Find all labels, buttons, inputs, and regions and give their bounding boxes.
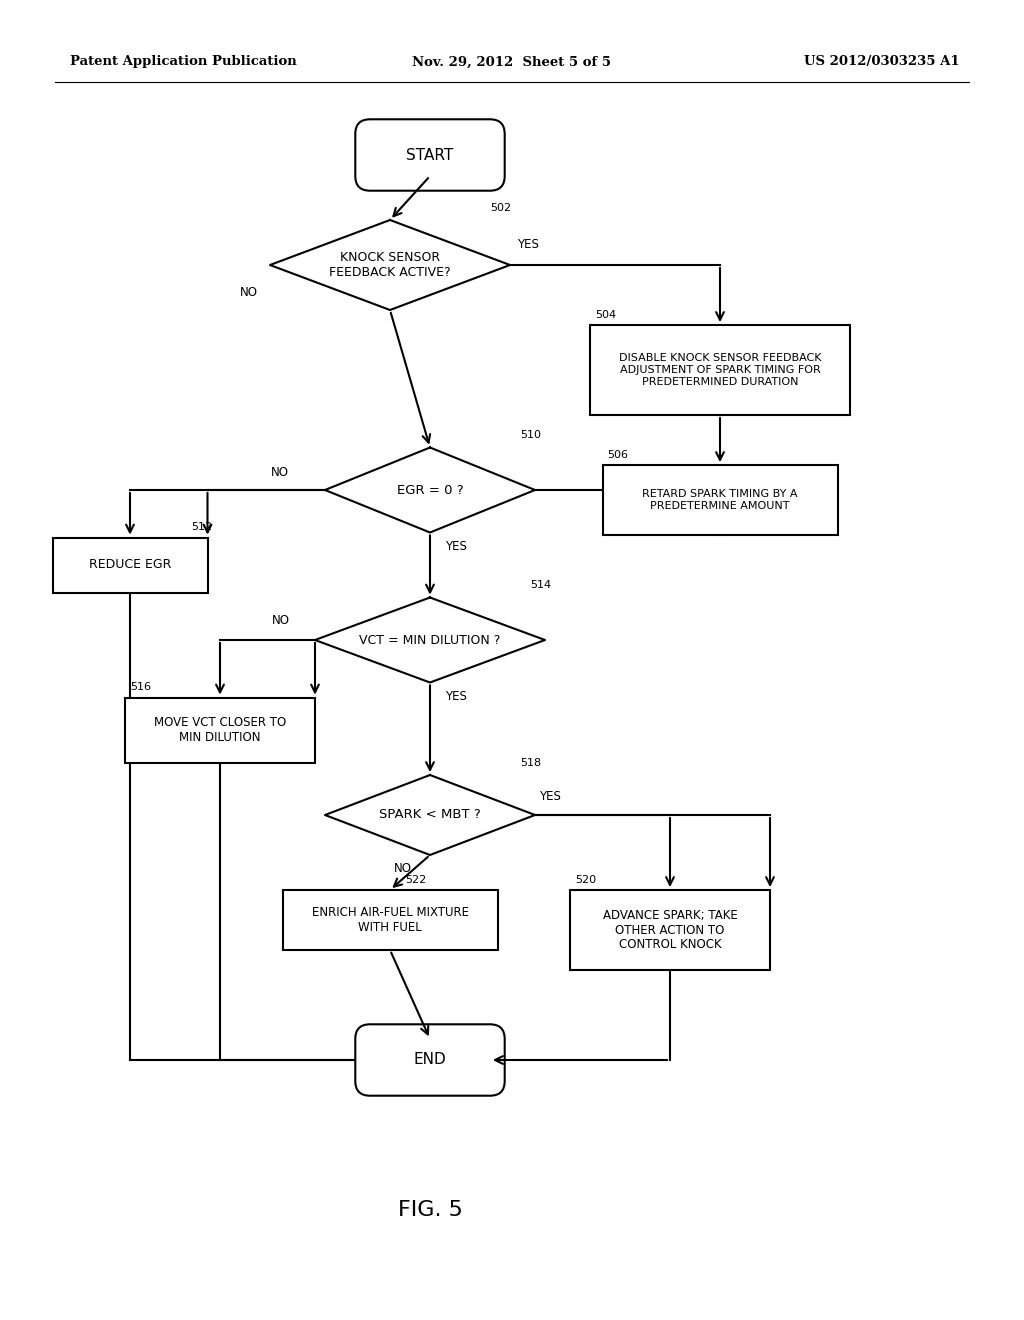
Text: 504: 504 — [595, 310, 616, 319]
Text: NO: NO — [394, 862, 412, 875]
Text: ENRICH AIR-FUEL MIXTURE
WITH FUEL: ENRICH AIR-FUEL MIXTURE WITH FUEL — [311, 906, 469, 935]
Text: YES: YES — [445, 540, 467, 553]
Text: Patent Application Publication: Patent Application Publication — [70, 55, 297, 69]
Bar — [283, 890, 498, 950]
Text: 510: 510 — [520, 430, 541, 441]
Text: 516: 516 — [130, 682, 151, 693]
Text: VCT = MIN DILUTION ?: VCT = MIN DILUTION ? — [359, 634, 501, 647]
Text: NO: NO — [271, 466, 289, 479]
Text: Nov. 29, 2012  Sheet 5 of 5: Nov. 29, 2012 Sheet 5 of 5 — [413, 55, 611, 69]
Polygon shape — [270, 220, 510, 310]
Text: START: START — [407, 148, 454, 162]
Polygon shape — [325, 447, 535, 532]
Text: YES: YES — [539, 791, 561, 804]
FancyBboxPatch shape — [355, 119, 505, 190]
Text: 522: 522 — [406, 875, 426, 884]
Text: YES: YES — [517, 239, 539, 252]
Text: FIG. 5: FIG. 5 — [397, 1200, 463, 1220]
Text: 512: 512 — [191, 523, 213, 532]
Bar — [602, 465, 838, 535]
Text: 514: 514 — [530, 581, 551, 590]
FancyBboxPatch shape — [355, 1024, 505, 1096]
Bar — [125, 697, 315, 763]
Text: 518: 518 — [520, 758, 541, 768]
Text: DISABLE KNOCK SENSOR FEEDBACK
ADJUSTMENT OF SPARK TIMING FOR
PREDETERMINED DURAT: DISABLE KNOCK SENSOR FEEDBACK ADJUSTMENT… — [618, 354, 821, 387]
Text: MOVE VCT CLOSER TO
MIN DILUTION: MOVE VCT CLOSER TO MIN DILUTION — [154, 715, 286, 744]
Text: ADVANCE SPARK; TAKE
OTHER ACTION TO
CONTROL KNOCK: ADVANCE SPARK; TAKE OTHER ACTION TO CONT… — [603, 908, 737, 952]
Bar — [570, 890, 770, 970]
Text: KNOCK SENSOR
FEEDBACK ACTIVE?: KNOCK SENSOR FEEDBACK ACTIVE? — [329, 251, 451, 279]
Text: NO: NO — [240, 286, 258, 300]
Text: REDUCE EGR: REDUCE EGR — [89, 558, 171, 572]
Polygon shape — [315, 598, 545, 682]
Text: NO: NO — [272, 614, 290, 627]
Text: US 2012/0303235 A1: US 2012/0303235 A1 — [805, 55, 961, 69]
Text: 520: 520 — [575, 875, 596, 884]
Text: RETARD SPARK TIMING BY A
PREDETERMINE AMOUNT: RETARD SPARK TIMING BY A PREDETERMINE AM… — [642, 490, 798, 511]
Text: EGR = 0 ?: EGR = 0 ? — [396, 483, 463, 496]
Text: YES: YES — [445, 690, 467, 704]
Bar — [590, 325, 850, 414]
Text: END: END — [414, 1052, 446, 1068]
Text: 506: 506 — [607, 450, 629, 459]
Polygon shape — [325, 775, 535, 855]
Text: SPARK < MBT ?: SPARK < MBT ? — [379, 808, 481, 821]
Bar — [52, 537, 208, 593]
Text: 502: 502 — [490, 203, 511, 213]
